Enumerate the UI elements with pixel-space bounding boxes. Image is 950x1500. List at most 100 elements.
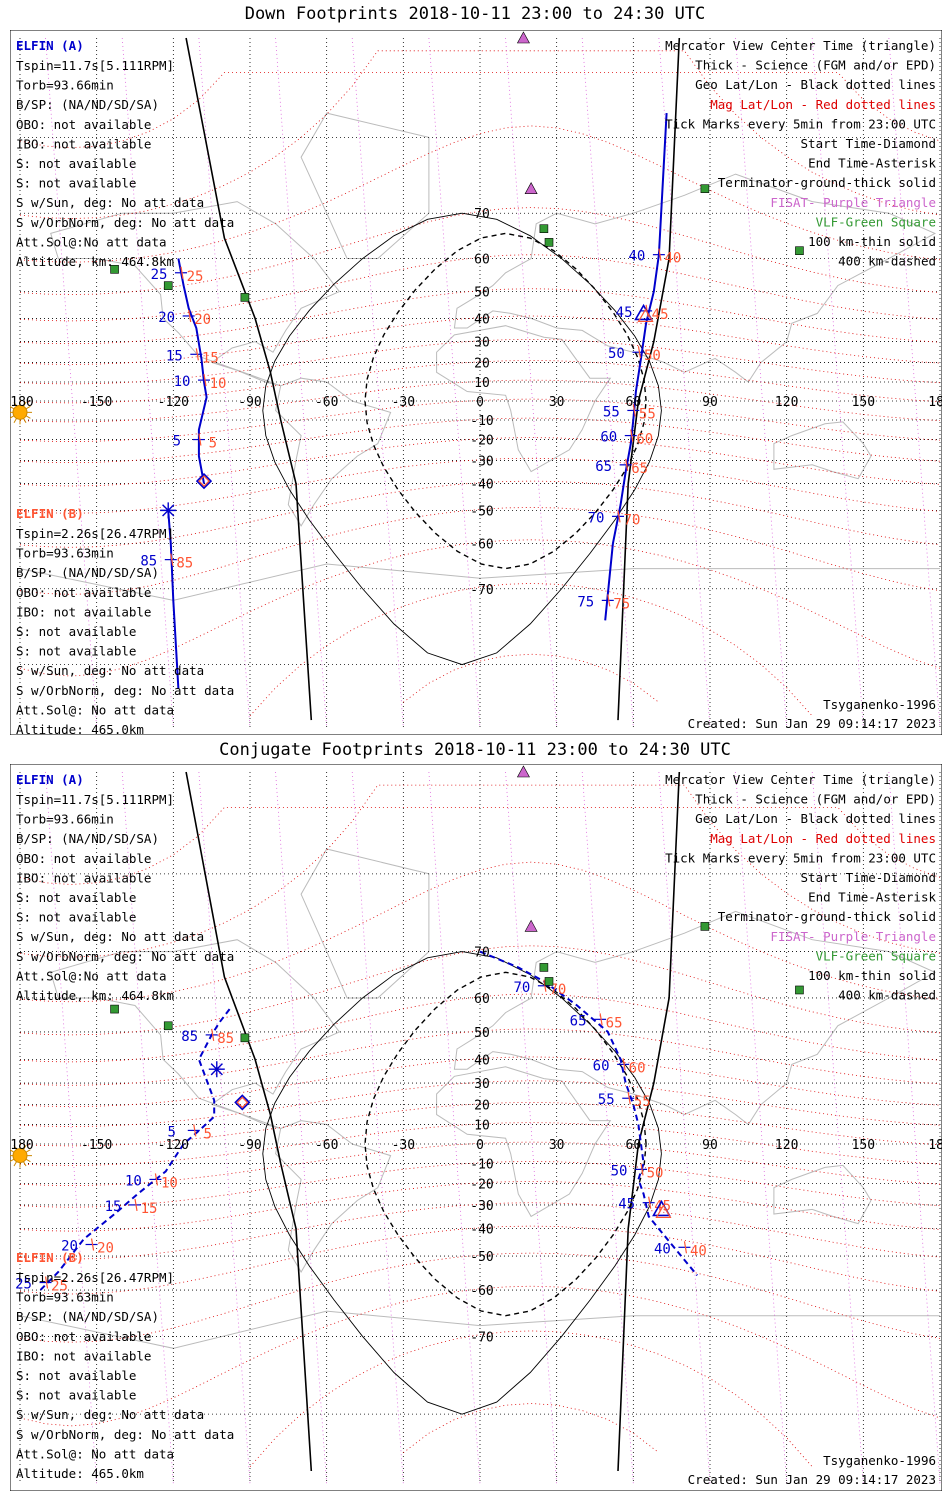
mag-meridian [275, 771, 328, 1485]
tick-label-red: 10 [161, 1175, 178, 1191]
tick-label-blue: 10 [125, 1173, 142, 1189]
vlf-square-icon [539, 224, 549, 233]
tick-label-blue: 60 [593, 1058, 610, 1074]
lon-label: -60 [315, 1138, 338, 1153]
tick-mark [607, 594, 611, 607]
model-label: Tsyganenko-1996 [823, 697, 936, 712]
lat-label: 20 [474, 1098, 490, 1113]
created-label: Created: Sun Jan 29 09:14:17 2023 [688, 1472, 936, 1487]
lon-label: -90 [238, 1138, 261, 1153]
tick-label-blue: 70 [588, 510, 605, 526]
land-outline [300, 112, 430, 259]
footprint-400km-line [364, 232, 647, 570]
legend-line: Start Time-Diamond [801, 136, 936, 151]
fisat-triangle-icon [524, 919, 538, 932]
sun-icon [10, 1149, 15, 1153]
tick-label-blue: 55 [603, 404, 620, 420]
legend-line: End Time-Asterisk [808, 156, 936, 171]
track-a-2-line [604, 113, 668, 621]
lon-label: 180 [10, 395, 33, 410]
elfin-a-info-line: Torb=93.66min [16, 78, 114, 93]
lat-label: -70 [470, 1330, 493, 1345]
vlf-square-icon [544, 977, 554, 986]
lat-label: 30 [474, 336, 490, 351]
mag-parallel [19, 207, 941, 295]
elfin-a-info-line: IBO: not available [16, 136, 151, 151]
center-triangle-icon [637, 308, 654, 323]
created-label: Created: Sun Jan 29 09:14:17 2023 [688, 716, 936, 731]
tick-label-blue: 40 [628, 249, 645, 265]
lon-label: -90 [238, 395, 261, 410]
lat-label: 60 [474, 252, 490, 267]
legend-line: 400 km-dashed [838, 988, 936, 1003]
vlf-square-icon [163, 281, 173, 290]
land-outline [453, 910, 937, 1126]
tick-label-red: 25 [187, 269, 204, 285]
elfin-b-info-line: S: not available [16, 624, 136, 639]
elfin-a-info-line: S: not available [16, 890, 136, 905]
elfin-b-title: ELFIN (B) [16, 506, 84, 521]
legend-line: 100 km-thin solid [808, 968, 936, 983]
start-diamond-icon [234, 1094, 251, 1111]
mag-parallel [19, 254, 941, 322]
sun-icon [10, 415, 15, 419]
elfin-a-info-line: S w/Sun, deg: No att data [16, 929, 204, 944]
tick-label-blue: 20 [158, 310, 175, 326]
mag-meridian [351, 771, 404, 1485]
elfin-b-info-line: Tspin=2.26s[26.47RPM] [16, 526, 174, 541]
vlf-square-icon [539, 963, 549, 972]
sun-icon [13, 418, 17, 423]
lon-label: 180 [928, 395, 942, 410]
elfin-a-info-line: B/SP: (NA/ND/SD/SA) [16, 831, 159, 846]
elfin-a-info-line: S: not available [16, 176, 136, 191]
tick-mark [193, 1124, 197, 1137]
tick-label-blue: 55 [598, 1092, 615, 1108]
elfin-a-info-line: Tspin=11.7s[5.111RPM] [16, 792, 174, 807]
lat-label: 60 [474, 992, 490, 1007]
tick-mark [188, 309, 192, 323]
tick-mark [198, 433, 202, 446]
legend-line: Tick Marks every 5min from 23:00 UTC [665, 116, 936, 131]
elfin-b-info-line: S w/Sun, deg: No att data [16, 1407, 204, 1422]
footprint-400km-line [364, 971, 647, 1317]
mag-parallel [19, 457, 941, 514]
lon-label: -30 [392, 1138, 415, 1153]
tick-mark [632, 404, 636, 417]
vlf-square-icon [240, 1033, 250, 1043]
elfin-b-info-line: IBO: not available [16, 1348, 151, 1363]
legend-line: 400 km-dashed [838, 254, 936, 269]
tick-label-red: 25 [51, 1279, 68, 1295]
land-outline [436, 325, 612, 473]
lon-label: 60 [626, 1138, 642, 1153]
mag-meridian [121, 771, 174, 1485]
legend-line: Terminator-ground-thick solid [718, 909, 936, 924]
mag-meridian [198, 37, 251, 729]
track-a-1-line [177, 258, 208, 484]
tick-label-blue: 10 [174, 374, 191, 390]
lat-label: -40 [470, 1223, 493, 1238]
tick-mark [543, 979, 547, 992]
tick-label-red: 45 [652, 307, 669, 323]
tick-mark [170, 553, 174, 566]
sun-icon [13, 1161, 17, 1167]
tick-mark [180, 266, 184, 279]
legend-line: FISAT- Purple Triangle [770, 929, 936, 944]
elfin-b-info-line: B/SP: (NA/ND/SD/SA) [16, 1309, 159, 1324]
land-outline [300, 848, 430, 999]
sun-icon [12, 1148, 28, 1164]
sun-icon [10, 1158, 15, 1162]
tick-label-blue: 45 [618, 1197, 635, 1213]
elfin-a-info-line: B/SP: (NA/ND/SD/SA) [16, 97, 159, 112]
panel-title-down: Down Footprints 2018-10-11 23:00 to 24:3… [244, 4, 706, 24]
start-diamond-icon [195, 472, 213, 490]
lon-label: -150 [81, 1138, 112, 1153]
tick-label-red: 15 [202, 350, 219, 366]
mag-parallel [19, 1056, 941, 1107]
lon-label: 0 [476, 1138, 484, 1153]
mag-meridian [45, 37, 98, 729]
mag-meridian [581, 771, 634, 1485]
mag-meridian [888, 37, 941, 729]
legend-line: Mag Lat/Lon - Red dotted lines [710, 831, 936, 846]
fisat-triangle-icon [516, 31, 530, 44]
